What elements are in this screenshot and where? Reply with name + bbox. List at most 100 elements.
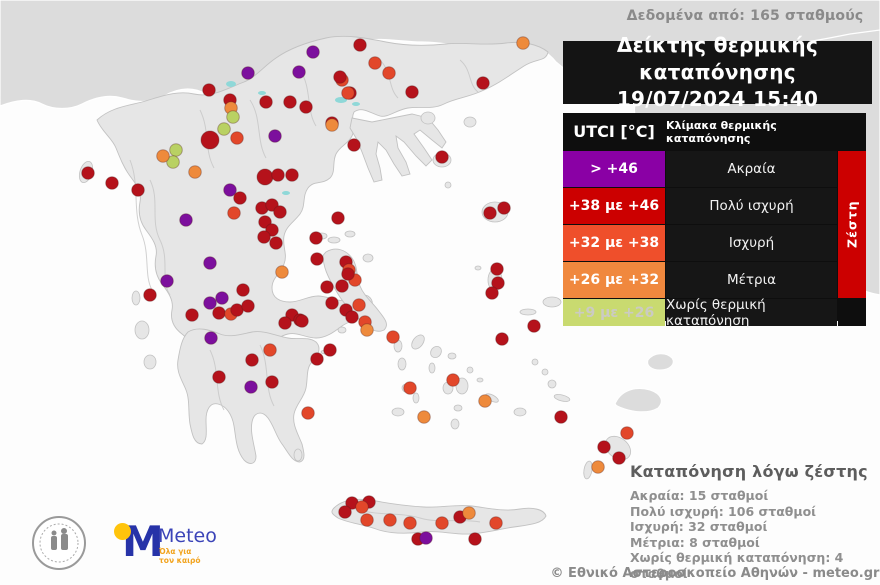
station-dot [215, 291, 229, 305]
station-dot [233, 191, 247, 205]
station-dot [591, 460, 605, 474]
legend-range-moderate: +26 με +32 [563, 262, 665, 298]
station-dot [446, 373, 460, 387]
station-dot [202, 83, 216, 97]
station-dot [338, 505, 352, 519]
station-dot [360, 323, 374, 337]
station-dot [386, 330, 400, 344]
station-dot [204, 331, 218, 345]
meteo-logo: M Meteo Όλα για τον καιρό [100, 516, 220, 574]
station-dot [131, 183, 145, 197]
station-dot [495, 332, 509, 346]
observatory-seal-logo [32, 516, 86, 570]
station-dot [160, 274, 174, 288]
legend-range-very-strong: +38 με +46 [563, 188, 665, 224]
station-dot [382, 66, 396, 80]
station-dot [331, 211, 345, 225]
station-dot [485, 286, 499, 300]
station-dot [143, 288, 157, 302]
stats-heading: Καταπόνηση λόγω ζέστης [630, 462, 868, 481]
legend-table: UTCI [°C] Κλίμακα θερμικής καταπόνησης >… [563, 113, 866, 329]
legend-heat-strip: Ζέστη [838, 151, 866, 298]
station-dot [166, 155, 180, 169]
station-dot [325, 296, 339, 310]
station-dot [259, 95, 273, 109]
station-dot [301, 406, 315, 420]
station-dot [310, 352, 324, 366]
station-dot [169, 143, 183, 157]
station-dot [185, 308, 199, 322]
station-dot [81, 166, 95, 180]
stats-line-none: Χωρίς θερμική καταπόνηση: 4 σταθμοί [630, 550, 844, 581]
station-dot [241, 66, 255, 80]
station-dot [483, 206, 497, 220]
legend-range-strong: +32 με +38 [563, 225, 665, 261]
station-dot [265, 375, 279, 389]
station-dot [241, 299, 255, 313]
station-dot [323, 343, 337, 357]
station-dot [403, 381, 417, 395]
station-dot [227, 206, 241, 220]
meteo-tagline-line2: τον καιρό [159, 556, 201, 565]
station-dot [156, 149, 170, 163]
station-dot [226, 110, 240, 124]
logo-area: M Meteo Όλα για τον καιρό [22, 508, 222, 578]
station-dot [554, 410, 568, 424]
station-dot [341, 267, 355, 281]
station-dot [236, 283, 250, 297]
stats-panel: Καταπόνηση λόγω ζέστης Ακραία: 15 σταθμο… [630, 462, 880, 581]
station-dot [435, 150, 449, 164]
station-dot [620, 426, 634, 440]
station-dot [320, 280, 334, 294]
map-title-line1: Δείκτης θερμικής καταπόνησης [616, 33, 819, 84]
station-dot [203, 296, 217, 310]
meteo-logo-tagline: Όλα για τον καιρό [159, 547, 201, 565]
foreign-coast-blob [614, 388, 662, 413]
map-title: Δείκτης θερμικής καταπόνησης 19/07/2024 … [563, 33, 872, 111]
station-dot [257, 230, 271, 244]
station-dot [489, 516, 503, 530]
station-dot [352, 298, 366, 312]
station-dot [256, 168, 274, 186]
legend-label-none: Χωρίς θερμική καταπόνηση [666, 297, 837, 329]
chalkidiki-peninsula [349, 113, 447, 183]
station-dot [271, 168, 285, 182]
station-dot [268, 129, 282, 143]
station-dots-layer [81, 36, 634, 546]
station-dot [491, 276, 505, 290]
station-dot [273, 205, 287, 219]
station-dot [212, 306, 226, 320]
station-dot [597, 440, 611, 454]
station-dot [333, 70, 347, 84]
legend-header-scale: Κλίμακα θερμικής καταπόνησης [666, 113, 837, 150]
station-dot [345, 310, 359, 324]
station-dot [419, 531, 433, 545]
station-dot [527, 319, 541, 333]
station-dot [405, 85, 419, 99]
station-dot [283, 95, 297, 109]
station-dot [285, 168, 299, 182]
station-dot [179, 213, 193, 227]
stats-line-very-strong: Πολύ ισχυρή: 106 σταθμοί [630, 503, 817, 519]
station-dot [335, 279, 349, 293]
evia-island [322, 248, 387, 332]
legend-gutter-bottom [838, 299, 866, 326]
stats-line-moderate: Μέτρια: 8 σταθμοί [630, 534, 760, 550]
foreign-coast-blob [647, 353, 674, 371]
station-dot [403, 516, 417, 530]
station-dot [368, 56, 382, 70]
station-dot [476, 76, 490, 90]
meteo-logo-name: Meteo [158, 525, 217, 547]
stats-line-extreme: Ακραία: 15 σταθμοί [630, 488, 769, 503]
station-dot [212, 370, 226, 384]
station-dot [612, 451, 626, 465]
meteo-tagline-line1: Όλα για [159, 547, 192, 556]
station-dot [223, 183, 237, 197]
station-dot [275, 265, 289, 279]
copyright-footer: © Εθνικό Αστεροσκοπείο Αθηνών - meteo.gr [550, 566, 880, 581]
station-dot [245, 353, 259, 367]
station-dot [299, 100, 313, 114]
station-dot [462, 506, 476, 520]
station-dot [341, 86, 355, 100]
station-dot [347, 138, 361, 152]
